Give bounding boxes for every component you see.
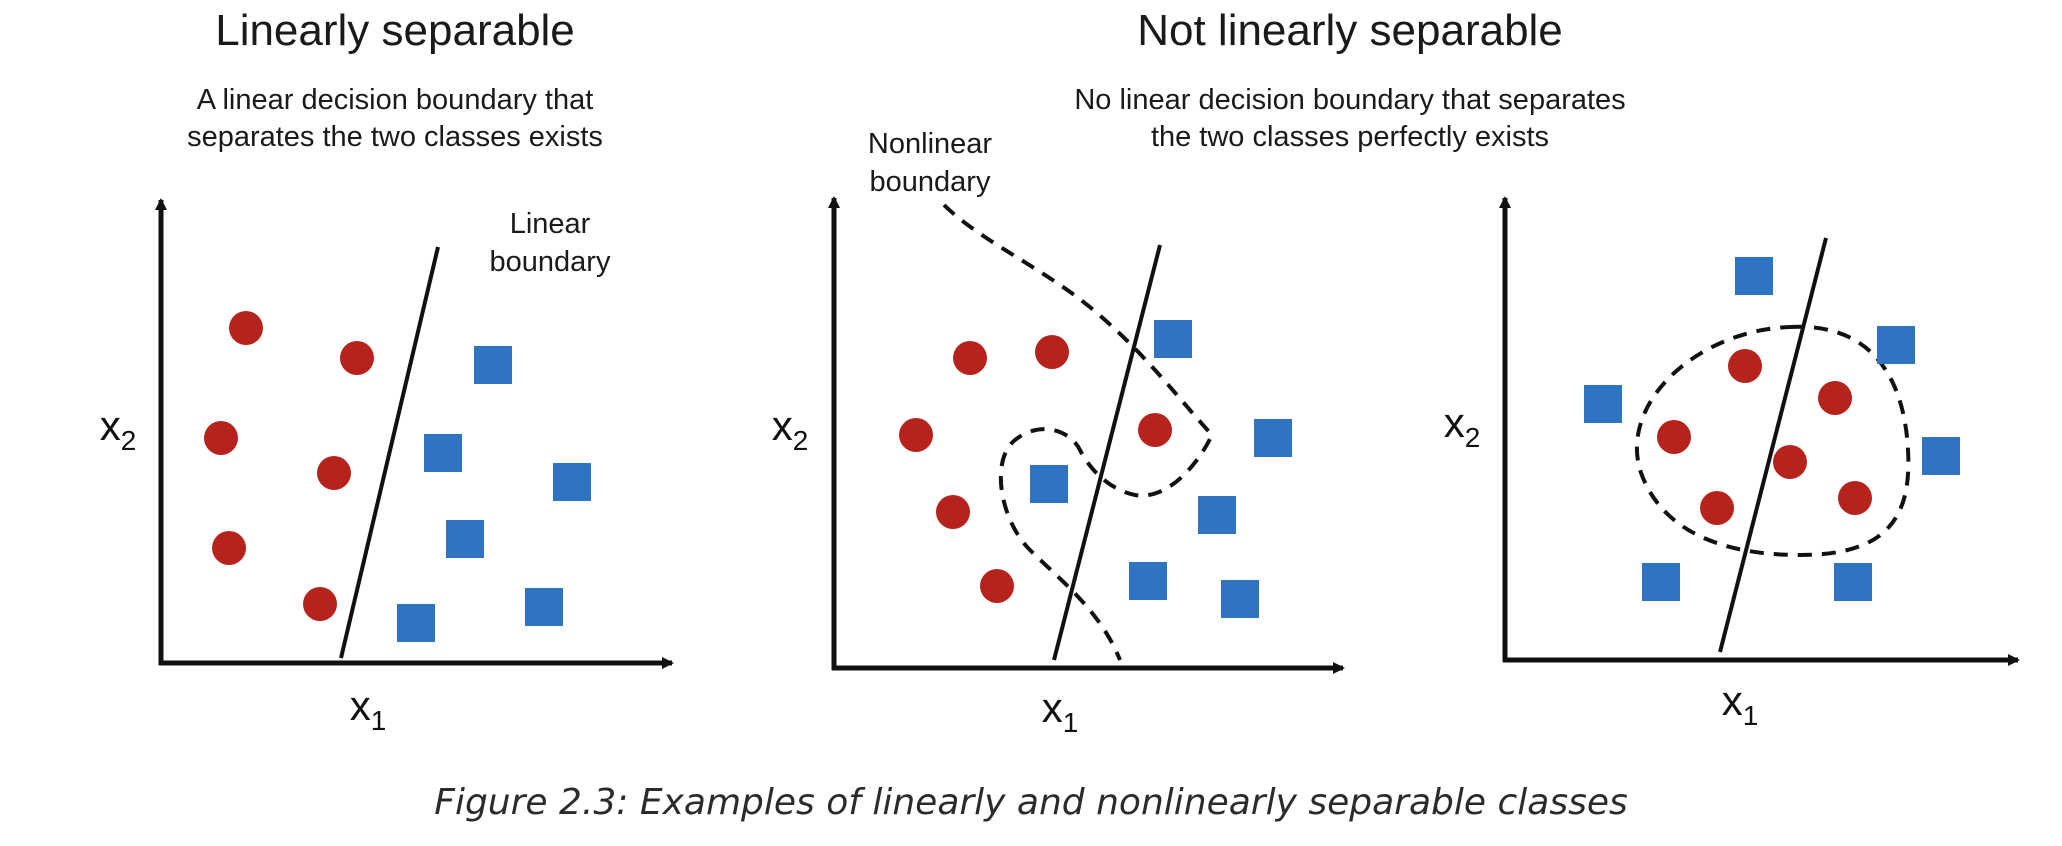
nonlinear-boundary-label-line-1: Nonlinear <box>867 128 993 160</box>
class-b-square <box>1198 496 1236 534</box>
class-b-square <box>424 434 462 472</box>
linear-boundary-label-line-2: boundary <box>489 246 611 278</box>
class-b-square <box>553 463 591 501</box>
right-x-axis-label: x1 <box>1722 677 1759 731</box>
left-panel-subtitle-line-1: A linear decision boundary that <box>196 84 594 116</box>
class-b-square <box>1877 326 1915 364</box>
middle-linear-line <box>1052 244 1162 661</box>
class-a-circle <box>1838 481 1872 515</box>
circular-boundary-curve <box>1634 324 1911 558</box>
class-a-circle <box>229 311 263 345</box>
class-a-circle <box>980 569 1014 603</box>
class-a-circle <box>212 531 246 565</box>
figure-canvas: x1 x2 x1 x2 <box>100 196 2020 738</box>
class-b-square <box>1254 419 1292 457</box>
class-b-square <box>446 520 484 558</box>
left-panel-heading: Linearly separable <box>215 6 575 55</box>
class-a-circle <box>204 421 238 455</box>
left-panel-subtitle-line-2: separates the two classes exists <box>187 121 603 153</box>
linear-boundary-line <box>339 246 440 659</box>
middle-panel: x1 x2 <box>772 196 1345 738</box>
right-group-subtitle-line-1: No linear decision boundary that separat… <box>1074 84 1626 116</box>
class-b-square <box>1030 465 1068 503</box>
class-a-circle <box>953 341 987 375</box>
class-b-square <box>397 604 435 642</box>
nonlinear-boundary-label-line-2: boundary <box>869 166 991 198</box>
right-group-subtitle-line-2: the two classes perfectly exists <box>1150 121 1550 153</box>
middle-y-axis-label: x2 <box>772 402 809 456</box>
class-a-circle <box>340 341 374 375</box>
class-b-square <box>1221 580 1259 618</box>
class-b-square <box>525 588 563 626</box>
class-b-square <box>1735 257 1773 295</box>
class-b-square <box>1129 562 1167 600</box>
class-b-square <box>1154 320 1192 358</box>
class-a-circle <box>1773 445 1807 479</box>
right-group-heading: Not linearly separable <box>1137 6 1563 55</box>
right-linear-line <box>1718 237 1828 653</box>
left-panel: x1 x2 <box>100 198 674 736</box>
class-a-circle <box>303 587 337 621</box>
middle-x-axis-label: x1 <box>1042 684 1079 738</box>
class-a-circle <box>1728 349 1762 383</box>
class-a-circle <box>936 495 970 529</box>
class-b-square <box>474 346 512 384</box>
figure-caption: Figure 2.3: Examples of linearly and non… <box>434 782 1628 823</box>
linear-boundary-label-line-1: Linear <box>509 208 591 240</box>
class-b-square <box>1584 385 1622 423</box>
class-b-square <box>1922 437 1960 475</box>
right-panel: x1 x2 <box>1444 196 2020 731</box>
left-y-axis-label: x2 <box>100 402 137 456</box>
nonlinear-boundary-curve <box>942 203 1215 661</box>
class-a-circle <box>1035 335 1069 369</box>
class-a-circle <box>1700 491 1734 525</box>
class-a-circle <box>1657 420 1691 454</box>
class-b-square <box>1834 563 1872 601</box>
right-y-axis-label: x2 <box>1444 399 1481 453</box>
class-b-square <box>1642 563 1680 601</box>
class-a-circle <box>1138 413 1172 447</box>
class-a-circle <box>899 418 933 452</box>
class-a-circle <box>317 456 351 490</box>
class-a-circle <box>1818 381 1852 415</box>
left-x-axis-label: x1 <box>350 682 387 736</box>
